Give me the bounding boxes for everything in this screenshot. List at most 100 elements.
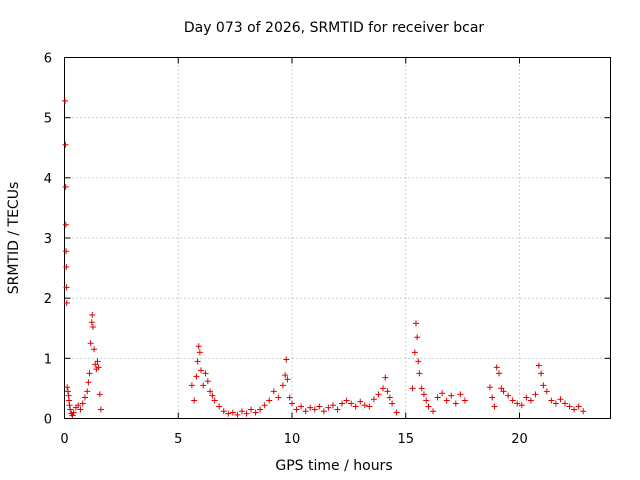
data-point (97, 406, 104, 413)
data-point (339, 400, 346, 407)
data-point (370, 396, 377, 403)
data-point (486, 384, 493, 391)
data-point (188, 382, 195, 389)
data-point (75, 402, 82, 409)
data-point (95, 364, 102, 371)
data-point (61, 97, 68, 104)
data-point (200, 382, 207, 389)
data-point (552, 400, 559, 407)
data-point (63, 263, 70, 270)
data-point (386, 394, 393, 401)
data-point (211, 397, 218, 404)
data-point (498, 385, 505, 392)
chart-title: Day 073 of 2026, SRMTID for receiver bca… (184, 20, 485, 36)
data-point (70, 409, 77, 416)
y-tick-label: 6 (44, 52, 52, 67)
x-tick-label: 0 (60, 432, 68, 447)
data-point (548, 397, 555, 404)
data-point (571, 406, 578, 413)
data-point (557, 396, 564, 403)
data-point (461, 397, 468, 404)
data-point (423, 397, 430, 404)
y-axis-label: SRMTID / TECUs (6, 182, 22, 295)
data-point (532, 391, 539, 398)
data-point (270, 388, 277, 395)
data-point (286, 394, 293, 401)
x-tick-label: 15 (397, 432, 414, 447)
data-point (418, 385, 425, 392)
data-point (430, 408, 437, 415)
data-point (348, 400, 355, 407)
data-point (320, 408, 327, 415)
data-point (540, 382, 547, 389)
data-point (63, 284, 70, 291)
data-point (202, 370, 209, 377)
y-tick-label: 4 (44, 172, 52, 187)
data-point (62, 141, 69, 148)
data-point (194, 358, 201, 365)
data-point (420, 391, 427, 398)
data-point (225, 410, 232, 417)
data-point (266, 397, 273, 404)
data-point (293, 406, 300, 413)
data-point (289, 400, 295, 407)
data-point (282, 372, 289, 379)
data-point (84, 388, 91, 395)
x-tick-label: 10 (284, 432, 301, 447)
data-point (434, 394, 441, 401)
data-point (384, 388, 391, 395)
data-point (514, 400, 521, 407)
data-point (88, 319, 95, 326)
data-point (329, 402, 336, 409)
data-point (580, 408, 587, 415)
data-point (252, 409, 259, 416)
data-point (67, 406, 74, 413)
data-point (196, 349, 203, 356)
data-point (216, 403, 223, 410)
data-point (352, 403, 359, 410)
data-point (366, 403, 373, 410)
data-point (496, 370, 503, 377)
data-point (198, 367, 204, 374)
data-point (414, 334, 421, 341)
data-point (361, 402, 368, 409)
data-point (66, 402, 73, 409)
data-point (382, 374, 389, 381)
data-point (261, 402, 268, 409)
data-point (91, 346, 98, 353)
data-point (316, 403, 323, 410)
data-point (448, 392, 455, 399)
data-point (425, 403, 432, 410)
y-tick-labels: 0 1 2 3 4 5 6 (44, 52, 52, 428)
data-point (505, 392, 512, 399)
data-point (85, 379, 92, 386)
data-point (409, 385, 416, 392)
data-point (412, 320, 419, 327)
x-axis-label: GPS time / hours (275, 458, 392, 474)
data-point (81, 394, 88, 401)
data-point (489, 394, 496, 401)
axis-ticks (64, 57, 611, 419)
data-point (500, 388, 507, 395)
y-tick-label: 0 (44, 413, 52, 428)
data-point (229, 409, 236, 416)
data-point (389, 400, 396, 407)
data-point (509, 397, 516, 404)
data-point (575, 403, 582, 410)
data-point (283, 356, 290, 363)
data-point (302, 408, 309, 415)
data-point (207, 388, 214, 395)
data-point (334, 406, 341, 413)
data-point (94, 358, 101, 365)
data-point (86, 370, 93, 377)
data-point (96, 391, 103, 398)
x-tick-label: 20 (511, 432, 528, 447)
data-point (64, 384, 71, 391)
data-point (298, 403, 305, 410)
data-point (63, 299, 70, 306)
data-point (411, 349, 418, 356)
data-point (191, 397, 198, 404)
data-point (452, 400, 459, 407)
data-point (79, 400, 86, 407)
data-point (62, 183, 69, 190)
